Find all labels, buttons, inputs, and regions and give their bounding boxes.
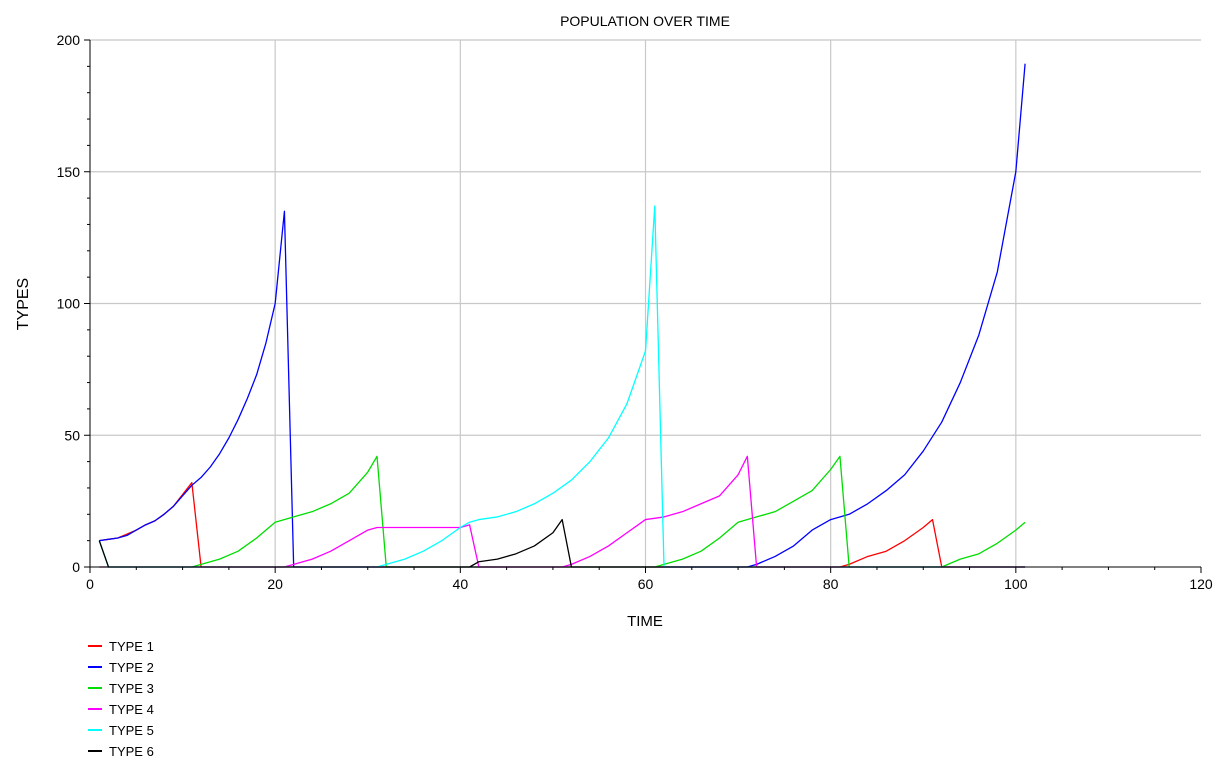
y-axis-label: TYPES [15, 278, 32, 330]
series-line-type-1 [99, 482, 1026, 568]
x-tick-label: 40 [453, 576, 469, 592]
series-line-type-4 [99, 455, 1026, 568]
tick-labels: 0 20 40 60 80 100 120 0 50 100 150 200 [57, 32, 1213, 592]
series-line-type-2 [99, 63, 1026, 568]
x-tick-label: 20 [267, 576, 283, 592]
x-tick-label: 100 [1004, 576, 1028, 592]
x-tick-label: 120 [1189, 576, 1213, 592]
legend-label-type-5: TYPE 5 [109, 723, 154, 738]
legend: TYPE 1 TYPE 2 TYPE 3 TYPE 4 TYPE 5 TYPE 6 [88, 639, 154, 759]
legend-label-type-4: TYPE 4 [109, 702, 154, 717]
y-tick-label: 100 [57, 296, 81, 312]
y-tick-label: 200 [57, 32, 81, 48]
grid-lines [90, 39, 1201, 567]
x-tick-label: 0 [86, 576, 94, 592]
series-line-type-6 [98, 518, 1026, 568]
legend-label-type-6: TYPE 6 [109, 744, 154, 759]
x-axis-label: TIME [627, 613, 663, 630]
x-tick-label: 60 [638, 576, 654, 592]
series-lines [98, 63, 1026, 568]
series-line-type-5 [98, 205, 1026, 568]
x-tick-label: 80 [823, 576, 839, 592]
y-tick-label: 50 [64, 427, 80, 443]
legend-label-type-1: TYPE 1 [109, 639, 154, 654]
series-line-type-3 [99, 455, 1026, 568]
chart-title: POPULATION OVER TIME [560, 13, 730, 29]
legend-label-type-2: TYPE 2 [109, 660, 154, 675]
legend-label-type-3: TYPE 3 [109, 681, 154, 696]
y-tick-label: 0 [72, 559, 80, 575]
axes [84, 39, 1202, 573]
y-tick-label: 150 [57, 164, 81, 180]
